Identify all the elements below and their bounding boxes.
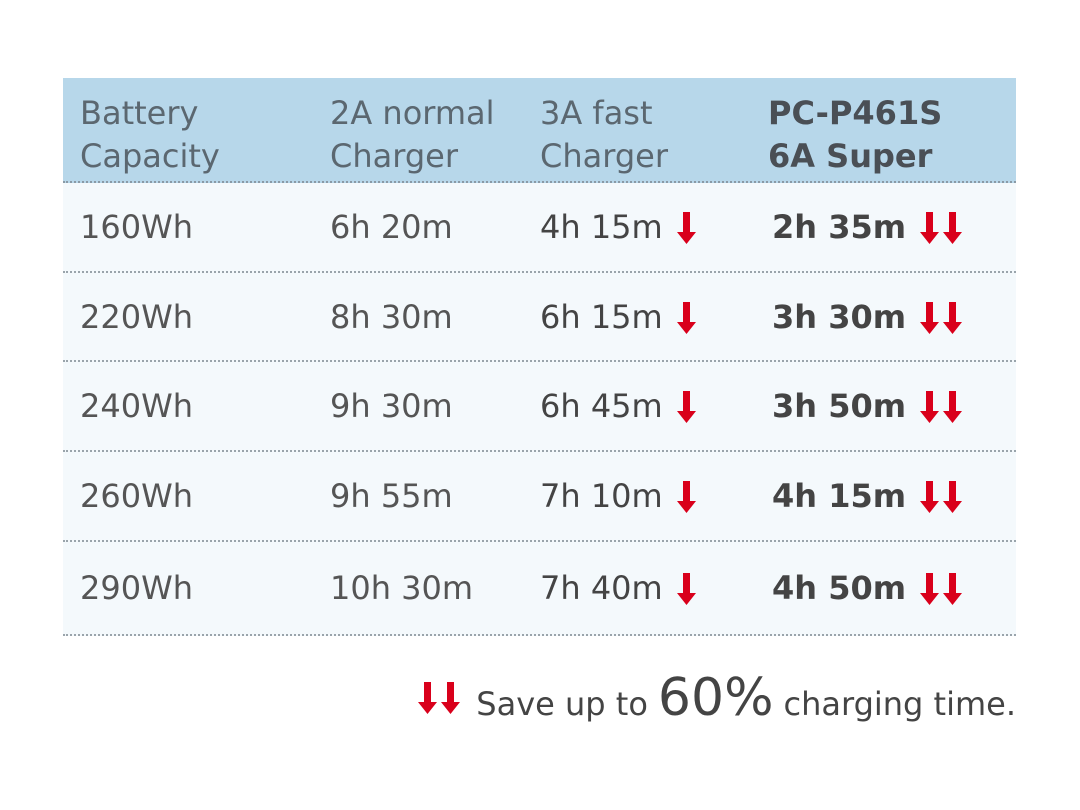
table-cell: 6h 45m bbox=[540, 362, 697, 450]
table-cell: 4h 15m bbox=[772, 452, 964, 540]
double-down-arrow-icon bbox=[418, 682, 461, 714]
cell-text: 6h 20m bbox=[330, 208, 453, 246]
arrow-wrap bbox=[920, 479, 964, 513]
comparison-table: Battery Capacity 2A normal Charger 3A fast Ch… bbox=[63, 78, 1016, 636]
double-down-arrow-icon bbox=[920, 481, 963, 513]
cell-text: 240Wh bbox=[80, 387, 193, 425]
double-down-arrow-icon bbox=[920, 573, 963, 605]
table-cell: 3h 50m bbox=[772, 362, 964, 450]
double-down-arrow-icon bbox=[920, 212, 963, 244]
arrow-wrap bbox=[920, 300, 964, 334]
cell-text: 8h 30m bbox=[330, 297, 453, 336]
double-down-arrow-icon bbox=[920, 301, 963, 334]
cell-text: 260Wh bbox=[80, 477, 193, 515]
cell-text: 4h 15m bbox=[540, 208, 663, 246]
table-cell: 4h 15m bbox=[540, 183, 697, 271]
header-line: 2A normal bbox=[330, 94, 495, 132]
table-cell: 4h 50m bbox=[772, 542, 964, 634]
table-cell: 220Wh bbox=[80, 273, 193, 360]
arrow-wrap bbox=[676, 479, 697, 513]
header-cell: 2A normal Charger bbox=[330, 92, 495, 178]
table-row: 240Wh 9h 30m 6h 45m 3h 50m bbox=[63, 362, 1016, 452]
table-header: Battery Capacity 2A normal Charger 3A fast Ch… bbox=[63, 78, 1016, 218]
cell-text: 9h 55m bbox=[330, 477, 453, 515]
header-cell: Battery Capacity bbox=[80, 92, 220, 178]
footer-highlight: 60% bbox=[657, 668, 774, 728]
table-cell: 290Wh bbox=[80, 542, 193, 634]
cell-text: 9h 30m bbox=[330, 387, 453, 425]
down-arrow-icon bbox=[676, 212, 696, 244]
table-cell: 3h 30m bbox=[772, 273, 964, 360]
down-arrow-icon bbox=[676, 481, 696, 513]
table-cell: 7h 40m bbox=[540, 542, 697, 634]
header-line: Charger bbox=[540, 137, 668, 175]
arrow-wrap bbox=[676, 210, 697, 244]
table-cell: 6h 20m bbox=[330, 183, 453, 271]
table-cell: 160Wh bbox=[80, 183, 193, 271]
cell-text: 4h 15m bbox=[772, 477, 907, 515]
table-cell: 6h 15m bbox=[540, 273, 697, 360]
cell-text: 220Wh bbox=[80, 297, 193, 336]
cell-text: 6h 15m bbox=[540, 297, 663, 336]
cell-text: 7h 40m bbox=[540, 569, 663, 607]
cell-text: 6h 45m bbox=[540, 387, 663, 425]
cell-text: 10h 30m bbox=[330, 569, 474, 607]
header-line: PC-P461S bbox=[768, 94, 943, 132]
table-cell: 10h 30m bbox=[330, 542, 473, 634]
footer-note: Save up to 60% charging time. bbox=[418, 668, 1016, 728]
table-cell: 9h 30m bbox=[330, 362, 453, 450]
cell-text: 3h 50m bbox=[772, 387, 907, 425]
header-line: Battery bbox=[80, 94, 199, 132]
table-cell: 7h 10m bbox=[540, 452, 697, 540]
table-cell: 8h 30m bbox=[330, 273, 453, 360]
arrow-wrap bbox=[920, 571, 964, 605]
arrow-wrap bbox=[676, 389, 697, 423]
cell-text: 2h 35m bbox=[772, 208, 907, 246]
arrow-wrap bbox=[920, 210, 964, 244]
table-cell: 260Wh bbox=[80, 452, 193, 540]
down-arrow-icon bbox=[676, 573, 696, 605]
cell-text: 7h 10m bbox=[540, 477, 663, 515]
arrow-wrap bbox=[920, 389, 964, 423]
table-cell: 2h 35m bbox=[772, 183, 964, 271]
table-row: 290Wh 10h 30m 7h 40m 4h 50m bbox=[63, 542, 1016, 636]
cell-text: 4h 50m bbox=[772, 569, 907, 607]
table-row: 260Wh 9h 55m 7h 10m 4h 15m bbox=[63, 452, 1016, 542]
cell-text: 290Wh bbox=[80, 569, 193, 607]
header-line: Capacity bbox=[80, 137, 220, 175]
header-line: 3A fast bbox=[540, 94, 653, 132]
arrow-wrap bbox=[676, 300, 697, 334]
table-row: 160Wh 6h 20m 4h 15m 2h 35m bbox=[63, 183, 1016, 273]
header-line: Charger bbox=[330, 137, 458, 175]
table-cell: 240Wh bbox=[80, 362, 193, 450]
double-down-arrow-icon bbox=[920, 391, 963, 423]
header-cell: 3A fast Charger bbox=[540, 92, 668, 178]
down-arrow-icon bbox=[676, 391, 696, 423]
table-cell: 9h 55m bbox=[330, 452, 453, 540]
cell-text: 3h 30m bbox=[772, 297, 907, 336]
footer-lead: Save up to bbox=[476, 685, 648, 723]
arrow-wrap bbox=[676, 571, 697, 605]
footer-tail: charging time. bbox=[783, 685, 1016, 723]
table-row: 220Wh 8h 30m 6h 15m 3h 30m bbox=[63, 273, 1016, 362]
down-arrow-icon bbox=[676, 301, 696, 334]
cell-text: 160Wh bbox=[80, 208, 193, 246]
